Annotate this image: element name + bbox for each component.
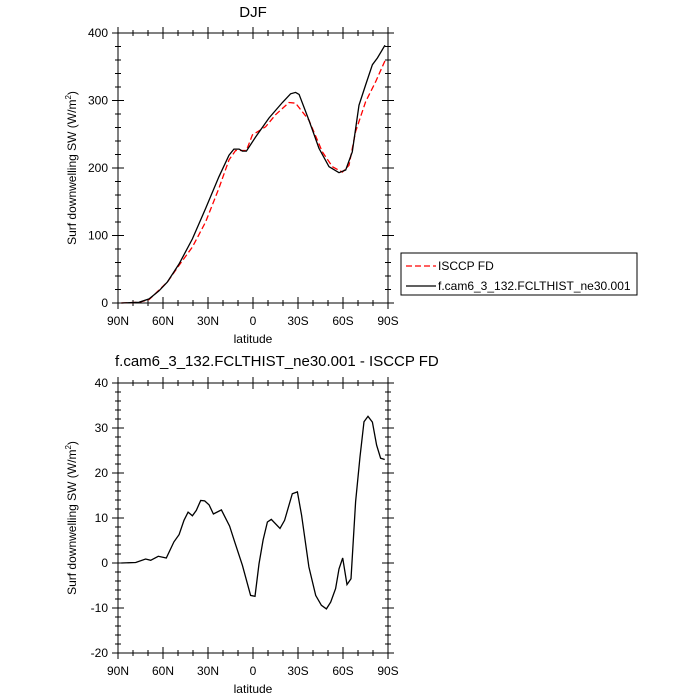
y-tick-label: 400 — [88, 26, 108, 40]
x-tick-label: 90S — [377, 314, 398, 328]
x-tick-label: 60S — [332, 664, 353, 678]
x-tick-label: 90S — [377, 664, 398, 678]
x-tick-label: 30N — [197, 664, 219, 678]
y-tick-label: 30 — [95, 421, 109, 435]
plot-panel-1: 90N 60N 30N 0 30S 60S 90S 0 100 200 300 400 latitude… — [64, 4, 638, 346]
x-tick-label: 60N — [152, 664, 174, 678]
x-axis-label: latitude — [234, 682, 273, 696]
x-tick-label: 90N — [107, 664, 129, 678]
plot-frame — [117, 382, 389, 654]
y-axis-label-end: ) — [65, 91, 79, 95]
x-tick-label: 0 — [250, 314, 257, 328]
x-axis-label: latitude — [234, 332, 273, 346]
series-line-1 — [121, 415, 385, 610]
chart-title: f.cam6_3_132.FCLTHIST_ne30.001 - ISCCP F… — [115, 353, 439, 370]
y-tick-label: 100 — [88, 229, 108, 243]
x-tick-label: 0 — [250, 664, 257, 678]
x-tick-label: 30N — [197, 314, 219, 328]
legend-label: f.cam6_3_132.FCLTHIST_ne30.001 — [438, 279, 631, 293]
x-tick-label: 90N — [107, 314, 129, 328]
x-tick-label: 30S — [287, 664, 308, 678]
legend-label: ISCCP FD — [438, 259, 494, 273]
y-tick-label: 200 — [88, 161, 108, 175]
y-axis-label-superscript: 2 — [64, 95, 73, 100]
y-tick-label: -20 — [91, 646, 109, 660]
x-tick-label: 60S — [332, 314, 353, 328]
plot-panel-2: 90N 60N 30N 0 30S 60S 90S -20 -10 0 10 20 30 40 latitu… — [64, 353, 439, 696]
y-tick-label: -10 — [91, 601, 109, 615]
chart-title: DJF — [239, 4, 267, 21]
x-tick-label: 60N — [152, 314, 174, 328]
y-tick-label: 0 — [101, 556, 108, 570]
y-tick-label: 40 — [95, 376, 109, 390]
x-tick-label: 30S — [287, 314, 308, 328]
legend: ISCCP FD f.cam6_3_132.FCLTHIST_ne30.001 — [400, 252, 638, 296]
series-line-2 — [121, 44, 386, 304]
y-tick-label: 20 — [95, 466, 109, 480]
y-axis-label: Surf downwelling SW (W/m2) — [64, 441, 79, 595]
y-axis-label-superscript: 2 — [64, 445, 73, 450]
plot-frame — [117, 32, 389, 304]
y-tick-label: 10 — [95, 511, 109, 525]
y-tick-label: 300 — [88, 94, 108, 108]
y-axis-label-main: Surf downwelling SW (W/m — [65, 450, 79, 595]
legend-box — [400, 252, 638, 296]
y-axis-label-main: Surf downwelling SW (W/m — [65, 100, 79, 245]
series-line-1 — [121, 60, 386, 304]
y-axis-label: Surf downwelling SW (W/m2) — [64, 91, 79, 245]
y-axis-label-end: ) — [65, 441, 79, 445]
y-tick-label: 0 — [101, 296, 108, 310]
